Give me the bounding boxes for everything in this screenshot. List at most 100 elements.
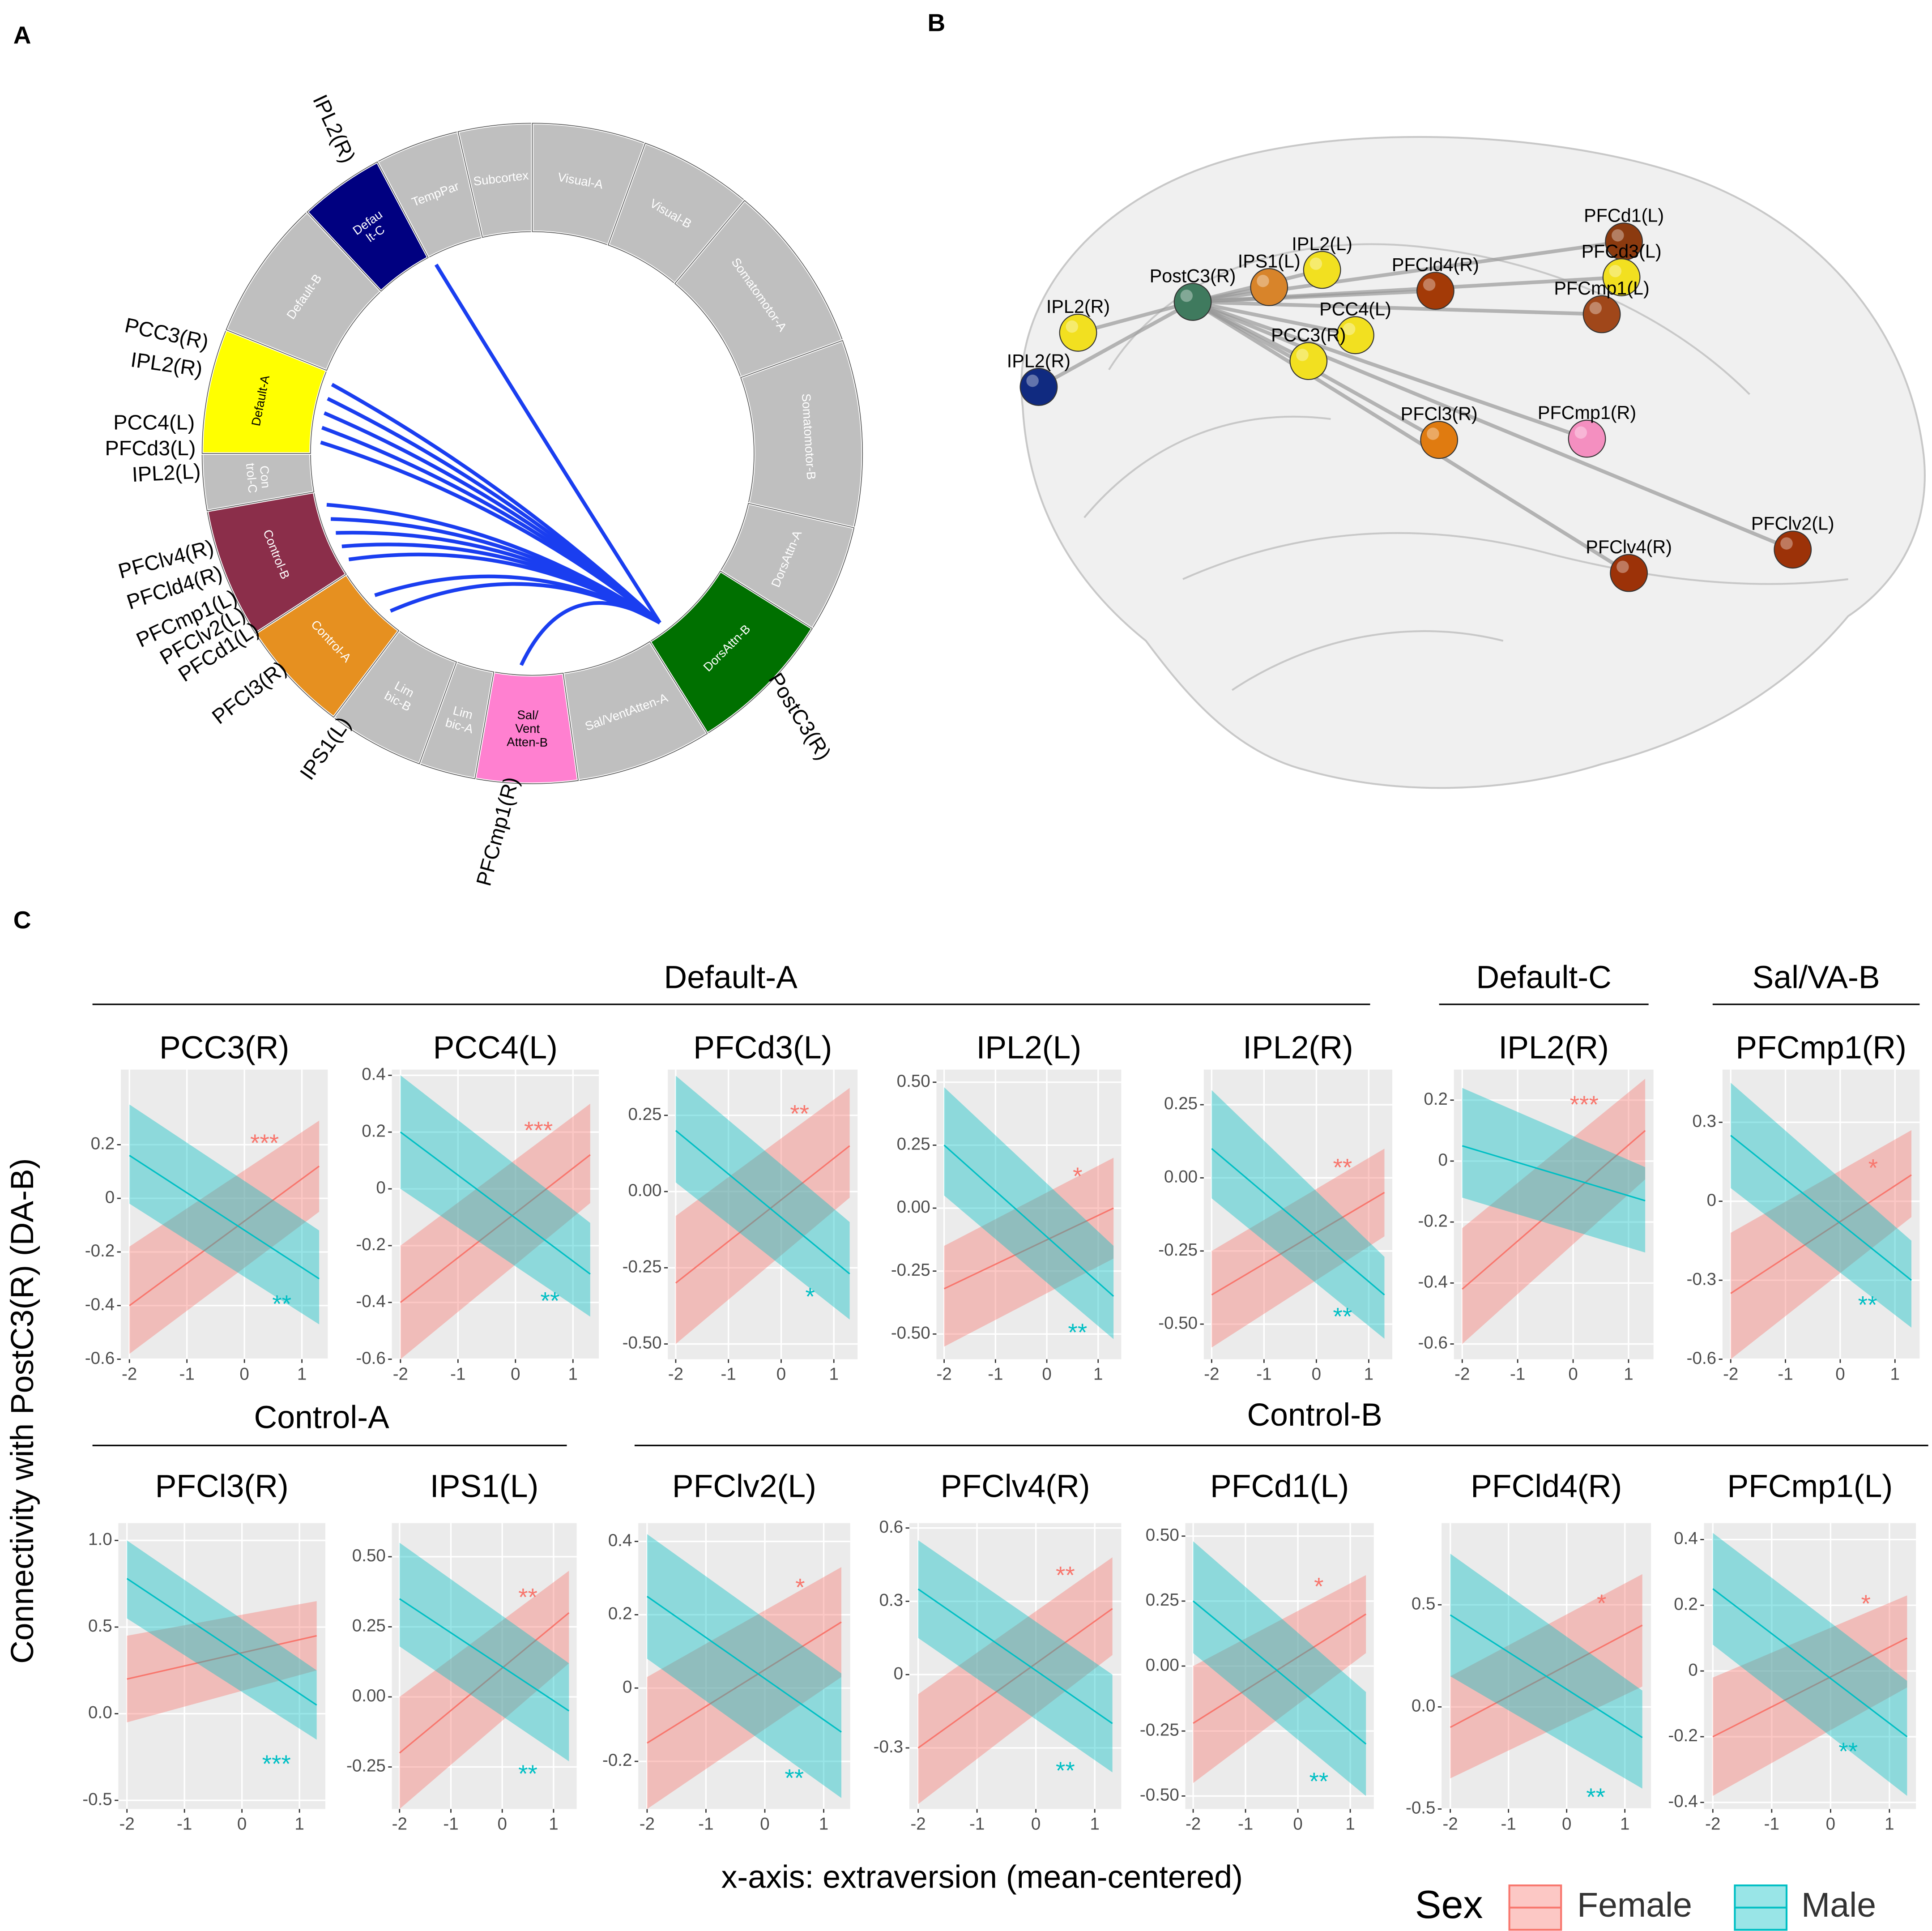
node-label: PFCmp1(R) bbox=[1538, 402, 1636, 423]
fit-line bbox=[126, 1578, 317, 1706]
group-title: Control-A bbox=[254, 1399, 390, 1435]
chart-title: PFCd3(L) bbox=[693, 1030, 832, 1065]
segment-label: Atten-B bbox=[507, 735, 548, 749]
x-tick-label: -2 bbox=[1705, 1814, 1720, 1833]
node-highlight bbox=[1180, 289, 1193, 302]
chart-title: IPL2(R) bbox=[1243, 1030, 1353, 1065]
connection bbox=[1192, 300, 1588, 440]
confidence-band bbox=[129, 1104, 320, 1324]
x-tick-label: -1 bbox=[1238, 1814, 1253, 1833]
node-highlight bbox=[1423, 278, 1436, 291]
y-tick-label: 0.5 bbox=[88, 1616, 112, 1636]
brain-node bbox=[1250, 268, 1288, 306]
y-tick-label: -0.3 bbox=[1687, 1269, 1716, 1289]
plot-area bbox=[1722, 1069, 1920, 1359]
node-label: PFClv2(L) bbox=[1751, 513, 1834, 534]
significance-stars: *** bbox=[1570, 1090, 1599, 1118]
brain-node bbox=[1336, 316, 1374, 355]
fit-line bbox=[127, 1635, 317, 1680]
node-label: PFCd1(L) bbox=[1584, 205, 1664, 226]
plot-area bbox=[392, 1523, 577, 1809]
y-tick-label: 0.2 bbox=[91, 1134, 115, 1153]
node-label: IPL2(L) bbox=[1292, 234, 1352, 254]
connection bbox=[1192, 289, 1436, 304]
x-tick-label: 1 bbox=[1885, 1814, 1894, 1833]
confidence-band bbox=[1211, 1149, 1385, 1348]
x-tick-label: 0 bbox=[1562, 1814, 1571, 1833]
significance-stars: * bbox=[795, 1573, 805, 1601]
y-tick-label: 0.0 bbox=[88, 1703, 112, 1722]
confidence-band bbox=[400, 1075, 590, 1317]
node-highlight bbox=[1026, 374, 1039, 387]
y-tick-label: -0.50 bbox=[1140, 1786, 1179, 1805]
x-tick-label: 1 bbox=[1090, 1814, 1099, 1833]
y-tick-label: -0.25 bbox=[1158, 1240, 1198, 1260]
brain-node bbox=[1019, 368, 1058, 406]
chord bbox=[326, 503, 661, 624]
significance-stars: ** bbox=[540, 1286, 559, 1314]
significance-stars: ** bbox=[1309, 1767, 1328, 1795]
x-tick-label: 1 bbox=[1345, 1814, 1355, 1833]
y-tick-label: 0.4 bbox=[608, 1531, 632, 1550]
plot-area bbox=[1203, 1069, 1393, 1359]
chart-title: PCC3(R) bbox=[159, 1030, 289, 1065]
group-title: Default-A bbox=[664, 960, 798, 995]
significance-stars: ** bbox=[518, 1583, 537, 1611]
plot-area bbox=[1454, 1069, 1654, 1359]
x-tick-label: 0 bbox=[1568, 1365, 1578, 1384]
chart-title: IPL2(R) bbox=[1498, 1030, 1609, 1065]
significance-stars: * bbox=[806, 1282, 815, 1310]
node-label: IPL2(R) bbox=[1046, 296, 1110, 317]
significance-stars: * bbox=[1073, 1162, 1082, 1190]
y-tick-label: -0.4 bbox=[1668, 1792, 1697, 1811]
confidence-band bbox=[944, 1158, 1114, 1347]
node-highlight bbox=[1612, 229, 1624, 242]
y-tick-label: -0.50 bbox=[1158, 1313, 1198, 1333]
plot-area bbox=[936, 1069, 1122, 1359]
brain-node bbox=[1303, 251, 1341, 289]
chart-title: PFCd1(L) bbox=[1210, 1469, 1349, 1504]
significance-stars: ** bbox=[272, 1290, 291, 1317]
x-tick-label: -1 bbox=[179, 1365, 195, 1384]
x-tick-label: -1 bbox=[1764, 1814, 1779, 1833]
fit-line bbox=[399, 1612, 570, 1754]
y-tick-label: 0.00 bbox=[628, 1181, 662, 1200]
x-tick-label: 1 bbox=[1364, 1365, 1373, 1384]
y-tick-label: -0.25 bbox=[891, 1260, 930, 1280]
y-tick-label: -0.25 bbox=[1140, 1720, 1179, 1739]
significance-stars: ** bbox=[1056, 1561, 1075, 1589]
y-tick-label: 0 bbox=[623, 1677, 632, 1696]
group-title: Control-B bbox=[1247, 1397, 1382, 1433]
confidence-band bbox=[647, 1567, 841, 1809]
x-tick-label: -1 bbox=[443, 1814, 458, 1833]
x-tick-label: 1 bbox=[819, 1814, 828, 1833]
confidence-band bbox=[129, 1120, 320, 1354]
y-tick-label: -0.4 bbox=[85, 1295, 115, 1314]
y-tick-label: 0.50 bbox=[897, 1072, 930, 1091]
fit-line bbox=[1730, 1174, 1912, 1294]
significance-stars: * bbox=[1868, 1154, 1878, 1182]
significance-stars: *** bbox=[262, 1750, 291, 1777]
fit-line bbox=[675, 1145, 850, 1284]
x-tick-label: 1 bbox=[829, 1365, 839, 1384]
y-tick-label: 0.00 bbox=[1164, 1167, 1198, 1187]
chord bbox=[374, 574, 661, 624]
x-tick-label: 0 bbox=[511, 1365, 520, 1384]
segment-label: trol-C bbox=[243, 462, 260, 494]
x-tick-label: -2 bbox=[668, 1365, 683, 1384]
y-tick-label: 0.00 bbox=[897, 1197, 930, 1217]
x-tick-label: -2 bbox=[119, 1814, 135, 1833]
x-tick-label: 0 bbox=[497, 1814, 507, 1833]
fit-line bbox=[129, 1154, 320, 1280]
region-label: IPL2(L) bbox=[132, 459, 201, 486]
x-tick-label: -2 bbox=[393, 1365, 408, 1384]
x-tick-label: -1 bbox=[969, 1814, 985, 1833]
fit-line bbox=[1462, 1145, 1646, 1202]
y-tick-label: 0.2 bbox=[362, 1121, 386, 1141]
confidence-band bbox=[400, 1103, 590, 1359]
segment-label: Sal/ bbox=[517, 708, 538, 722]
fit-line bbox=[399, 1598, 570, 1712]
x-tick-label: -1 bbox=[177, 1814, 192, 1833]
confidence-band bbox=[1193, 1575, 1366, 1783]
y-tick-label: -0.2 bbox=[1668, 1726, 1697, 1745]
